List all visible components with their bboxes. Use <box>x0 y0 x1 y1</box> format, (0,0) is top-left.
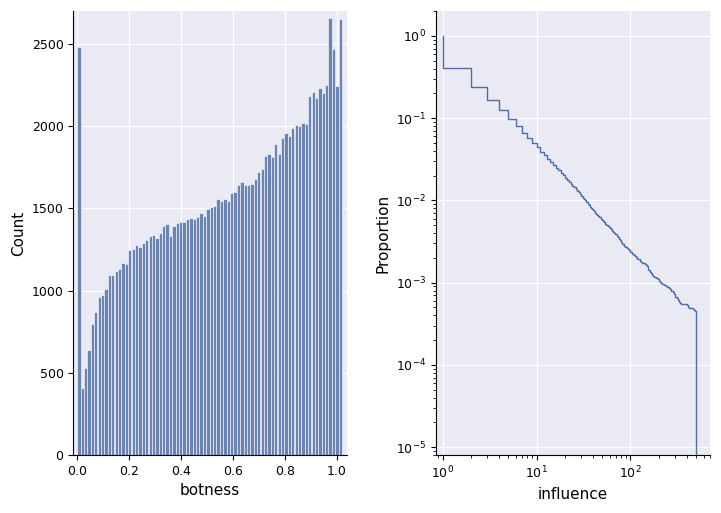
Bar <box>84 368 87 455</box>
Bar <box>203 216 206 455</box>
Bar <box>196 218 200 455</box>
Bar <box>179 222 182 455</box>
Bar <box>332 49 335 455</box>
Bar <box>267 154 270 455</box>
Bar <box>193 219 196 455</box>
Bar <box>81 388 84 455</box>
Bar <box>186 219 189 455</box>
Bar <box>311 92 315 455</box>
Bar <box>210 207 213 455</box>
Bar <box>159 233 162 455</box>
Bar <box>118 269 121 455</box>
Bar <box>236 185 240 455</box>
Bar <box>322 93 325 455</box>
Bar <box>87 350 91 455</box>
Bar <box>115 271 118 455</box>
Bar <box>142 243 145 455</box>
Bar <box>274 144 278 455</box>
Bar <box>291 128 294 455</box>
Bar <box>254 179 257 455</box>
Bar <box>260 169 264 455</box>
Bar <box>298 126 301 455</box>
Bar <box>315 98 318 455</box>
Bar <box>335 86 339 455</box>
Y-axis label: Proportion: Proportion <box>376 193 390 272</box>
Bar <box>206 209 210 455</box>
Bar <box>166 224 169 455</box>
Bar <box>138 247 141 455</box>
Bar <box>176 223 179 455</box>
Bar <box>91 324 94 455</box>
Bar <box>339 19 342 455</box>
Bar <box>128 250 131 455</box>
Bar <box>200 213 203 455</box>
Bar <box>182 222 186 455</box>
Bar <box>318 88 322 455</box>
Bar <box>271 157 274 455</box>
Bar <box>224 199 226 455</box>
Bar <box>97 297 101 455</box>
Bar <box>172 226 176 455</box>
Bar <box>305 124 308 455</box>
Bar <box>107 275 111 455</box>
Bar <box>247 185 250 455</box>
Bar <box>149 236 152 455</box>
Bar <box>284 133 288 455</box>
X-axis label: influence: influence <box>538 487 608 502</box>
Bar <box>234 192 236 455</box>
Bar <box>281 137 284 455</box>
X-axis label: botness: botness <box>180 483 240 498</box>
Bar <box>94 312 97 455</box>
Bar <box>213 206 216 455</box>
Bar <box>131 249 135 455</box>
Bar <box>169 236 172 455</box>
Bar <box>121 263 125 455</box>
Bar <box>125 264 128 455</box>
Bar <box>152 235 155 455</box>
Bar <box>288 136 291 455</box>
Bar <box>278 154 281 455</box>
Bar <box>111 275 115 455</box>
Bar <box>105 289 107 455</box>
Bar <box>230 193 234 455</box>
Bar <box>135 245 138 455</box>
Bar <box>301 123 305 455</box>
Bar <box>257 172 260 455</box>
Bar <box>325 85 328 455</box>
Bar <box>308 96 311 455</box>
Bar <box>250 184 254 455</box>
Bar <box>294 125 298 455</box>
Bar <box>101 294 105 455</box>
Bar <box>77 47 81 455</box>
Bar <box>264 156 267 455</box>
Y-axis label: Count: Count <box>11 210 26 255</box>
Bar <box>189 218 193 455</box>
Bar <box>220 201 223 455</box>
Bar <box>155 238 159 455</box>
Bar <box>162 226 165 455</box>
Bar <box>329 17 332 455</box>
Bar <box>244 185 247 455</box>
Bar <box>226 201 230 455</box>
Bar <box>216 199 220 455</box>
Bar <box>240 182 244 455</box>
Bar <box>145 241 149 455</box>
